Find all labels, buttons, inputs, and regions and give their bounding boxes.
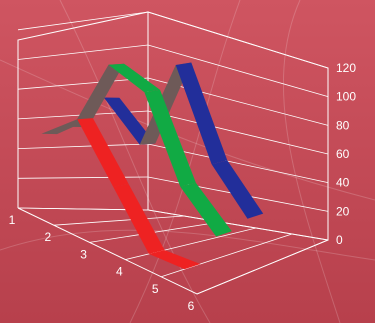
x-tick-label: 6	[188, 299, 195, 313]
y-tick-label: 60	[336, 147, 350, 161]
ribbon-segment	[72, 63, 125, 128]
ribbon-series-1	[41, 118, 201, 270]
x-tick-label: 4	[116, 265, 123, 279]
floor-grid-line	[53, 215, 185, 226]
y-tick-label: 20	[336, 204, 350, 218]
ribbon-segment	[144, 89, 196, 187]
ribbon-segment	[211, 160, 264, 219]
grid-line-back	[147, 110, 329, 155]
x-tick-label: 1	[9, 213, 16, 227]
ribbon-segment	[103, 97, 156, 145]
ribbon-segment	[77, 118, 129, 187]
floor-grid-line	[125, 227, 257, 260]
ribbon-segment	[180, 182, 232, 237]
grid-line-back	[147, 209, 329, 241]
x-tick-label: 2	[44, 230, 51, 244]
ribbon-segment	[139, 62, 192, 145]
y-tick-label: 0	[336, 233, 343, 247]
side-wall	[17, 11, 149, 208]
ribbon-layer	[41, 62, 264, 270]
ribbon-series-3	[103, 62, 264, 219]
grid-line-side	[17, 176, 149, 179]
grid-line-side	[17, 143, 149, 149]
y-tick-label: 100	[336, 90, 356, 104]
floor-grid-line	[196, 239, 329, 295]
grid-line-back	[147, 44, 329, 98]
ribbon-segment	[148, 250, 201, 270]
ribbon-segment	[175, 62, 228, 165]
grid-line-side	[17, 77, 149, 90]
x-tick-label: 5	[152, 282, 159, 296]
ribbon-segment	[113, 184, 165, 254]
grid-line-side	[17, 11, 149, 31]
y-tick-label: 120	[336, 61, 356, 75]
ribbon-segment	[108, 63, 160, 93]
floor-grid-line	[161, 233, 293, 278]
ribbon-series-2	[72, 63, 232, 237]
grid-line-back	[147, 11, 329, 69]
grid-layer	[17, 11, 329, 295]
x-tick-label: 3	[80, 247, 87, 261]
grid-line-side	[17, 44, 149, 60]
y-tick-label: 40	[336, 176, 350, 190]
label-layer: 0 20 40 60 80 100 120 1 2 3 4 5 6	[9, 61, 357, 313]
y-tick-label: 80	[336, 118, 350, 132]
